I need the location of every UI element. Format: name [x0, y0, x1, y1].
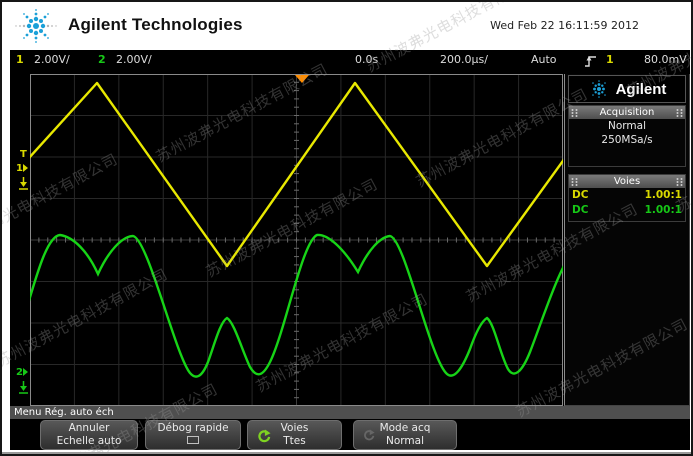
rotate-knob-dim-icon — [364, 429, 375, 441]
ch1-number: 1 — [16, 53, 24, 66]
softkey-label-line1: Annuler — [68, 422, 110, 434]
agilent-logo-small-icon — [591, 80, 606, 98]
trigger-source: 1 — [606, 53, 614, 66]
rotate-knob-icon — [258, 429, 271, 443]
trigger-sweep-mode: Auto — [531, 53, 557, 66]
grip-dots-icon — [571, 177, 578, 186]
trigger-level: 80.0mV — [644, 53, 687, 66]
softkey-label-line2: Normal — [386, 435, 424, 447]
softkey-autoscale-cancel[interactable]: Annuler Echelle auto — [40, 420, 138, 450]
acquisition-panel: Acquisition Normal 250MSa/s — [568, 105, 686, 167]
ch2-ground-icon — [19, 381, 28, 394]
acquisition-title: Acquisition — [599, 107, 655, 118]
timebase: 200.0µs/ — [440, 53, 488, 66]
waveform-plot — [30, 74, 563, 406]
acquisition-header: Acquisition — [569, 106, 685, 119]
ch2-scale: 2.00V/ — [116, 53, 152, 66]
softkey-label-line1: Débog rapide — [157, 422, 229, 434]
ch1-ground-marker[interactable]: 1 — [16, 164, 28, 174]
ch2-coupling-row: DC 1.00:1 — [569, 203, 685, 218]
ch1-probe-ratio: 1.00:1 — [644, 189, 682, 201]
info-sidebar: Agilent Acquisition Normal — [564, 74, 690, 406]
sidebar-brand-label: Agilent — [615, 80, 667, 98]
menu-title: Menu Rég. auto éch — [14, 407, 114, 418]
grip-dots-icon — [676, 177, 683, 186]
checkbox-icon — [187, 436, 199, 444]
channels-header: Voies — [569, 175, 685, 188]
menu-title-bar: Menu Rég. auto éch — [10, 406, 690, 419]
oscilloscope-screen: 1 2.00V/ 2 2.00V/ 0.0s 200.0µs/ Auto 1 8… — [10, 50, 690, 450]
ch1-scale: 2.00V/ — [34, 53, 70, 66]
softkey-label-line1: Voies — [280, 422, 309, 434]
ch2-coupling: DC — [572, 204, 589, 216]
trigger-level-marker[interactable]: T — [20, 149, 27, 160]
graticule-grid — [30, 74, 563, 406]
channels-title: Voies — [613, 176, 641, 187]
grip-dots-icon — [571, 108, 578, 117]
ch2-probe-ratio: 1.00:1 — [644, 204, 682, 216]
plot-border — [30, 74, 563, 406]
agilent-logo-icon — [15, 9, 57, 43]
ch1-ground-icon — [19, 177, 28, 190]
ch2-trace — [30, 233, 563, 378]
status-bar: 1 2.00V/ 2 2.00V/ 0.0s 200.0µs/ Auto 1 8… — [10, 50, 690, 72]
brand-title: Agilent Technologies — [68, 15, 243, 34]
header-bar: Agilent Technologies Wed Feb 22 16:11:59… — [2, 2, 691, 48]
softkey-acq-mode[interactable]: Mode acq Normal — [353, 420, 457, 450]
trigger-time-marker[interactable] — [295, 75, 309, 83]
softkey-label-line2: Ttes — [283, 435, 306, 447]
sample-rate: 250MSa/s — [601, 134, 653, 146]
ch2-ground-marker[interactable]: 2 — [16, 368, 28, 378]
grip-dots-icon — [676, 108, 683, 117]
ch1-trace — [30, 81, 563, 268]
sidebar-brand-box: Agilent — [568, 75, 686, 103]
ch2-number: 2 — [98, 53, 106, 66]
bottom-divider — [2, 452, 691, 454]
edge-trigger-icon — [585, 56, 596, 67]
channels-panel: Voies DC 1.00:1 DC 1.00:1 — [568, 174, 686, 222]
ch1-coupling: DC — [572, 189, 589, 201]
acquisition-mode: Normal — [608, 120, 646, 132]
softkey-channels[interactable]: Voies Ttes — [247, 420, 342, 450]
softkey-label-line1: Mode acq — [379, 422, 431, 434]
time-offset: 0.0s — [355, 53, 379, 66]
softkey-label-line2: Echelle auto — [56, 435, 122, 447]
datetime-label: Wed Feb 22 16:11:59 2012 — [490, 19, 639, 32]
ch1-coupling-row: DC 1.00:1 — [569, 188, 685, 203]
softkey-quick-debug[interactable]: Débog rapide — [145, 420, 241, 450]
